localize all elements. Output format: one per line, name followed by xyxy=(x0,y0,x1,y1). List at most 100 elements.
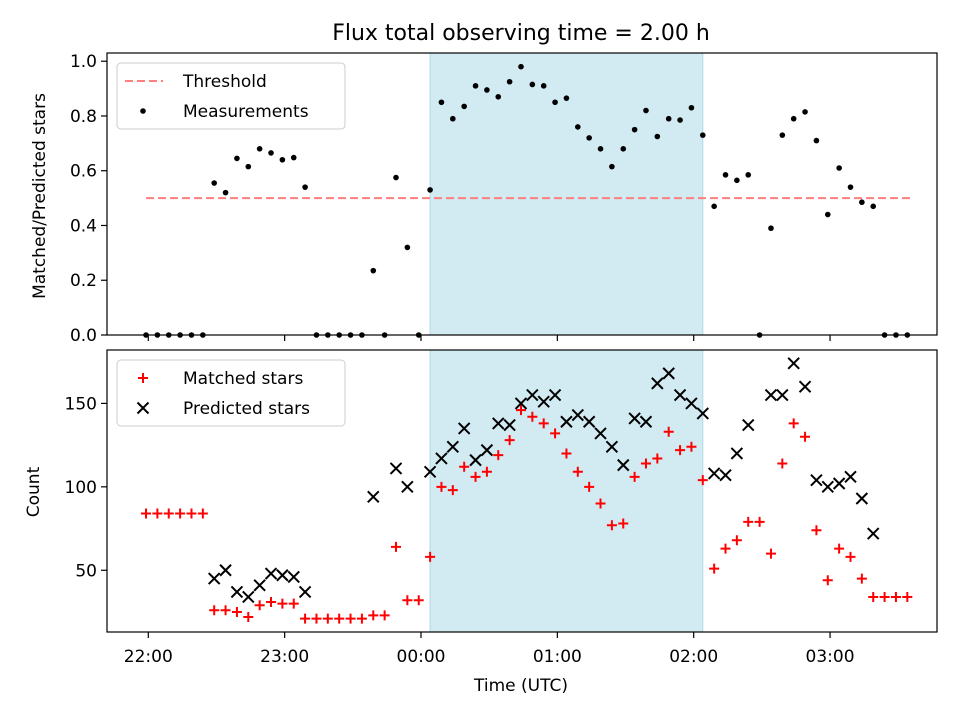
predicted-point xyxy=(401,480,414,494)
y-tick-label: 0.6 xyxy=(70,162,97,182)
measurement-point xyxy=(495,94,502,100)
predicted-point xyxy=(514,397,528,410)
predicted-point xyxy=(560,415,573,428)
measurement-point xyxy=(529,81,536,88)
matched-point xyxy=(425,551,436,562)
predicted-point xyxy=(798,380,812,393)
measurement-point xyxy=(677,117,683,123)
measurement-point xyxy=(631,126,638,133)
measurement-point xyxy=(779,132,786,138)
measurement-point xyxy=(654,133,661,140)
measurement-point xyxy=(427,187,433,193)
predicted-point xyxy=(287,570,300,584)
measurement-point xyxy=(790,115,797,122)
matched-point xyxy=(595,498,606,509)
measurement-point xyxy=(506,78,513,85)
measurement-point xyxy=(768,225,774,232)
matched-point xyxy=(345,613,356,624)
measurement-point xyxy=(722,172,729,178)
y-tick-label: 150 xyxy=(65,394,97,414)
measurement-point xyxy=(745,172,752,178)
matched-point xyxy=(675,445,686,456)
matched-point xyxy=(311,613,322,624)
matched-point xyxy=(515,405,526,416)
plot-frame xyxy=(106,349,938,633)
predicted-point xyxy=(696,407,709,420)
legend-key-predicted xyxy=(136,401,150,415)
measurement-point xyxy=(552,99,558,106)
measurement-point xyxy=(450,115,456,122)
matched-point xyxy=(402,595,413,606)
matched-point xyxy=(186,508,197,519)
measurement-point xyxy=(824,211,831,218)
measurement-point xyxy=(870,203,877,210)
predicted-point xyxy=(219,564,232,577)
legend-key-matched xyxy=(138,373,148,383)
legend-label: Measurements xyxy=(183,102,309,122)
predicted-point xyxy=(367,490,380,504)
predicted-point xyxy=(503,418,516,432)
predicted-point xyxy=(264,567,278,580)
predicted-point xyxy=(742,418,755,432)
matched-point xyxy=(197,508,208,519)
predicted-point xyxy=(276,569,289,582)
predicted-point xyxy=(526,388,539,402)
x-tick-label: 03:00 xyxy=(806,647,855,667)
measurement-point xyxy=(586,135,592,141)
measurement-point xyxy=(575,124,581,130)
matched-point xyxy=(379,610,390,621)
measurement-point xyxy=(847,184,854,190)
measurement-point xyxy=(699,132,706,138)
predicted-point xyxy=(844,470,857,484)
predicted-point xyxy=(446,440,460,453)
measurement-point xyxy=(688,104,695,111)
y-tick-label: 0.2 xyxy=(70,271,97,291)
matched-point xyxy=(629,471,640,482)
y-tick-label: 100 xyxy=(65,478,97,498)
highlight-span xyxy=(429,349,704,633)
predicted-point xyxy=(253,579,266,592)
matched-point xyxy=(709,563,720,574)
measurement-point xyxy=(734,177,740,184)
matched-point xyxy=(754,516,765,527)
matched-point xyxy=(413,595,424,606)
top-panel: 0.0 0.2 0.4 0.6 0.8 1.0 Threshold Measurements xyxy=(70,52,938,346)
matched-point xyxy=(220,605,231,616)
matched-point xyxy=(834,543,845,554)
predicted-point xyxy=(207,572,221,585)
matched-point xyxy=(743,516,754,527)
predicted-point xyxy=(435,452,448,465)
predicted-point xyxy=(673,388,687,402)
legend: Matched stars Predicted stars xyxy=(116,359,346,427)
measurement-point xyxy=(370,267,377,274)
predicted-point xyxy=(548,388,562,402)
measurement-point xyxy=(290,154,297,161)
predicted-point xyxy=(776,388,789,402)
predicted-point xyxy=(832,477,846,490)
measurement-point xyxy=(302,184,308,190)
matched-point xyxy=(663,426,674,437)
measurement-point xyxy=(540,83,547,89)
legend-box xyxy=(116,62,346,130)
predicted-point xyxy=(492,417,505,430)
x-axis-label: Time (UTC) xyxy=(473,676,568,696)
measurement-point xyxy=(268,150,274,156)
predicted-point xyxy=(685,397,698,410)
matched-point xyxy=(845,551,856,562)
matched-point xyxy=(765,548,776,559)
predicted-point xyxy=(389,462,403,475)
matched-point xyxy=(720,543,731,554)
predicted-point xyxy=(628,412,641,425)
matched-point xyxy=(277,598,288,609)
matched-point xyxy=(481,466,492,477)
matched-point xyxy=(902,591,913,602)
matched-point xyxy=(811,525,822,536)
matched-point xyxy=(606,520,617,531)
predicted-point xyxy=(298,585,312,599)
matched-point xyxy=(640,458,651,469)
measurement-point xyxy=(620,146,627,152)
measurement-point xyxy=(643,107,649,114)
x-tick-label: 22:00 xyxy=(124,647,173,667)
matched-point xyxy=(152,508,163,519)
predicted-point xyxy=(730,447,744,460)
